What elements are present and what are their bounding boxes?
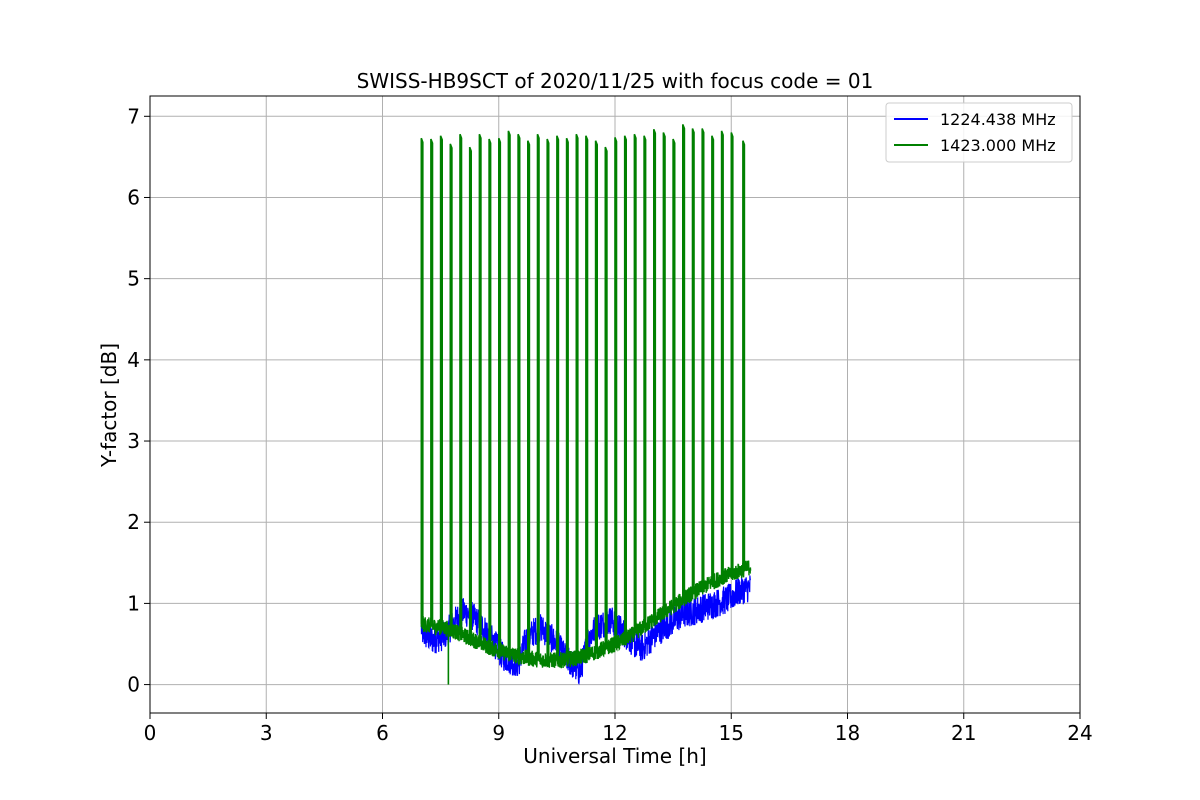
- y-tick-label: 5: [127, 267, 140, 291]
- series-2-spike: [498, 137, 502, 651]
- series-2-spike: [439, 135, 443, 628]
- x-tick-label: 21: [951, 721, 976, 745]
- series-2-spike: [459, 133, 463, 634]
- series-2-spike: [449, 143, 453, 630]
- series-2-spike: [730, 132, 734, 574]
- series-2-spike: [691, 128, 695, 594]
- x-tick-label: 12: [602, 721, 627, 745]
- series-2-spike: [536, 133, 540, 660]
- series-2-spike: [604, 146, 608, 649]
- legend-label-series-2: 1423.000 MHz: [940, 136, 1056, 155]
- x-tick-label: 18: [835, 721, 860, 745]
- series-2-spike: [517, 133, 521, 657]
- x-tick-label: 24: [1067, 721, 1092, 745]
- series-2-spike: [507, 130, 511, 654]
- x-tick-label: 3: [260, 721, 273, 745]
- series-2-spike: [478, 133, 482, 643]
- legend-frame: [885, 102, 1073, 163]
- legend-label-series-1: 1224.438 MHz: [940, 110, 1056, 129]
- chart-title: SWISS-HB9SCT of 2020/11/25 with focus co…: [357, 69, 874, 93]
- series-2-spike: [594, 140, 598, 653]
- series-2-spike: [653, 129, 657, 620]
- legend: 1224.438 MHz 1423.000 MHz: [885, 102, 1073, 163]
- y-tick-label: 0: [127, 673, 140, 697]
- series-2-spike: [633, 133, 637, 634]
- x-tick-label: 15: [719, 721, 744, 745]
- plot-series: [420, 124, 752, 685]
- series-2-spike: [614, 137, 618, 644]
- series-2-line: [420, 560, 752, 669]
- x-tick-label: 9: [492, 721, 505, 745]
- series-2-spike: [662, 132, 666, 613]
- series-2-spike: [720, 130, 724, 578]
- series-2-spike: [711, 135, 715, 583]
- y-tick-label: 7: [127, 104, 140, 128]
- series-2-spike: [430, 138, 434, 626]
- series-2-spike: [585, 135, 589, 656]
- series-2-spike: [575, 133, 579, 658]
- series-2-spike: [565, 137, 569, 660]
- y-tick-label: 2: [127, 510, 140, 534]
- y-tick-label: 1: [127, 591, 140, 615]
- series-2-spike: [556, 135, 560, 661]
- y-tick-label: 6: [127, 185, 140, 209]
- y-axis-label: Y-factor [dB]: [97, 343, 121, 468]
- series-2-spike: [468, 146, 472, 639]
- series-2-spike: [682, 124, 686, 600]
- series-2-spike: [488, 138, 492, 648]
- series-2-spike: [643, 135, 647, 627]
- series-2-spike: [420, 137, 424, 624]
- y-tick-label: 4: [127, 348, 140, 372]
- x-tick-label: 6: [376, 721, 389, 745]
- series-2-spike: [742, 140, 746, 570]
- x-axis-label: Universal Time [h]: [523, 744, 706, 768]
- series-2-spike: [672, 138, 676, 607]
- series-2-spike: [701, 128, 705, 588]
- series-2-spike: [623, 135, 627, 640]
- series-2-spike: [527, 140, 531, 659]
- x-tick-label: 0: [144, 721, 157, 745]
- y-tick-label: 3: [127, 429, 140, 453]
- series-2-spike: [546, 138, 550, 661]
